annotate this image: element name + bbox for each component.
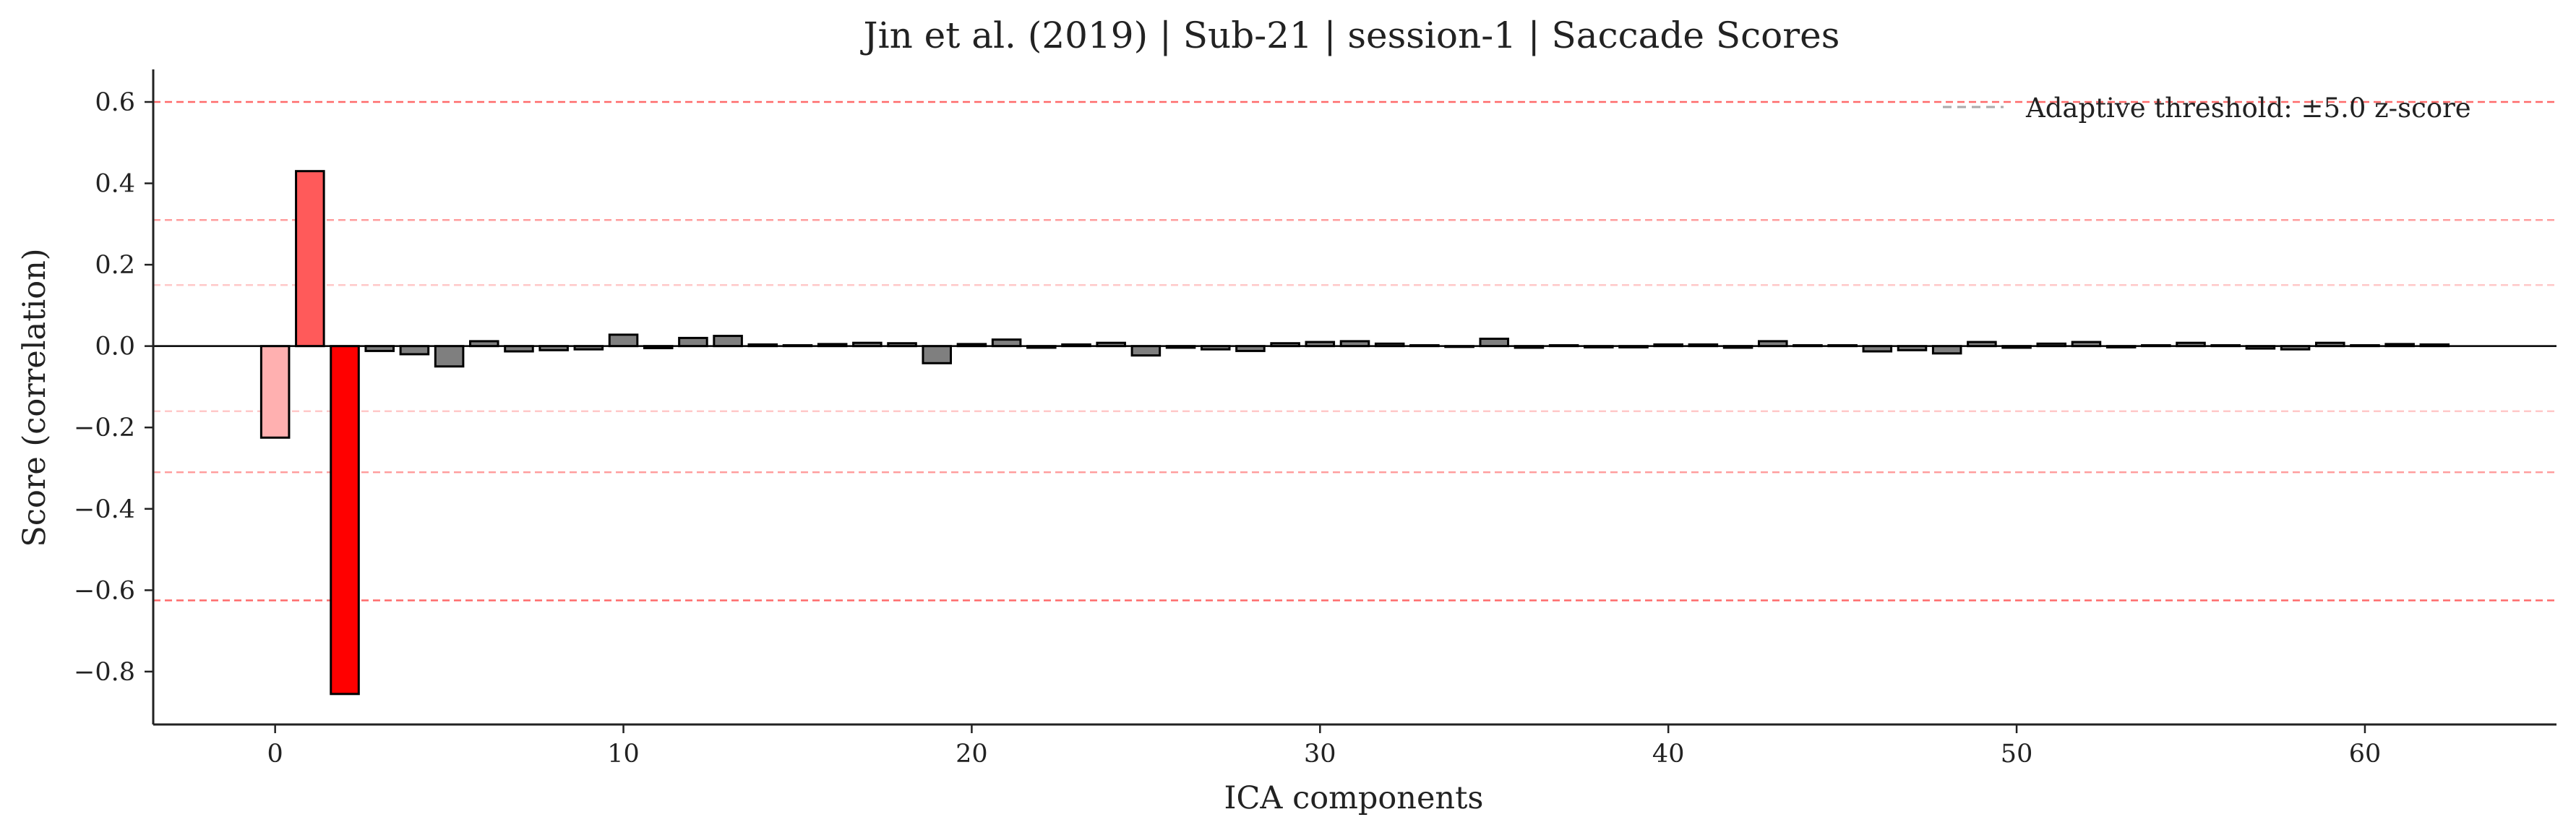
- y-tick-label-4: −0.2: [74, 414, 135, 442]
- y-tick-label-1: 0.4: [95, 170, 135, 199]
- x-tick-label-20: 20: [956, 740, 988, 769]
- x-axis-label: ICA components: [1224, 780, 1484, 816]
- x-tick-label-0: 0: [267, 740, 283, 769]
- y-axis-label: Score (correlation): [17, 248, 53, 547]
- bar-component-12: [678, 336, 708, 348]
- bar-component-5: [434, 345, 465, 368]
- y-ticks: 0.6 0.4 0.2 0.0 −0.2 −0.4 −0.6 −0.8: [74, 88, 153, 687]
- y-tick-label-5: −0.4: [74, 495, 135, 524]
- x-tick-label-60: 60: [2349, 740, 2382, 769]
- bar-component-10: [608, 333, 639, 348]
- bars: [259, 170, 2450, 696]
- x-ticks: 0 10 20 30 40 50 60: [267, 724, 2382, 769]
- bar-component-1: [295, 170, 325, 348]
- x-tick-label-50: 50: [2001, 740, 2033, 769]
- y-tick-label-2: 0.2: [95, 251, 135, 280]
- bar-component-48: [1931, 345, 1962, 355]
- bar-component-13: [713, 335, 743, 348]
- y-tick-label-6: −0.6: [74, 576, 135, 605]
- bar-component-2: [330, 345, 360, 696]
- bar-component-4: [399, 345, 430, 356]
- bar-component-19: [922, 345, 953, 364]
- y-tick-label-0: 0.6: [95, 88, 135, 117]
- bar-component-35: [1479, 338, 1510, 348]
- chart-title: Jin et al. (2019) | Sub-21 | session-1 |…: [860, 14, 1840, 56]
- y-tick-label-7: −0.8: [74, 658, 135, 687]
- y-tick-label-3: 0.0: [95, 333, 135, 362]
- threshold-lines: [153, 101, 2556, 602]
- legend: Adaptive threshold: ±5.0 z-score: [1943, 93, 2471, 124]
- bar-component-0: [259, 345, 291, 439]
- bar-component-21: [991, 338, 1022, 348]
- legend-label: Adaptive threshold: ±5.0 z-score: [2025, 93, 2471, 124]
- x-tick-label-10: 10: [607, 740, 640, 769]
- axes: [152, 69, 2556, 726]
- bar-component-25: [1130, 345, 1162, 357]
- x-tick-label-30: 30: [1304, 740, 1336, 769]
- x-tick-label-40: 40: [1652, 740, 1685, 769]
